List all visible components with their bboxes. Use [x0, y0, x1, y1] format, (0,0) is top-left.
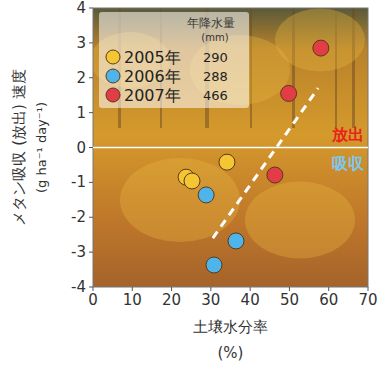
y-tick-label: -1: [71, 173, 86, 191]
annotation: 放出: [331, 125, 364, 144]
forest: [93, 8, 365, 259]
y-tick-label: 2: [76, 69, 86, 87]
y-tick: [89, 42, 93, 43]
foliage: [275, 9, 365, 72]
frame: [93, 8, 368, 287]
legend-marker: [106, 88, 120, 102]
y-tick-label: 0: [76, 139, 86, 157]
x-tick-label: 60: [319, 291, 338, 309]
y-tick: [89, 112, 93, 113]
foliage: [245, 182, 355, 259]
x-tick-label: 50: [280, 291, 299, 309]
point: [313, 40, 329, 56]
zero-line: [93, 147, 368, 149]
y-tick: [89, 287, 93, 288]
y-tick-label: 1: [76, 104, 86, 122]
legend-label: 2005年: [124, 48, 181, 67]
y-tick: [89, 8, 93, 9]
y-tick: [89, 147, 93, 148]
y-label-unit: (g ha⁻¹ day⁻¹): [34, 102, 49, 193]
x-tick-label: 10: [123, 291, 142, 309]
legend-value: 466: [203, 88, 228, 103]
x-tick-label: 20: [162, 291, 181, 309]
y-tick-label: 3: [76, 34, 86, 52]
point: [267, 167, 283, 183]
y-label: メタン吸収 (放出) 速度: [10, 69, 28, 225]
point: [198, 187, 214, 203]
legend-unit: (mm): [201, 32, 228, 43]
chart: 0 10 20 30 40 50 60 70 -4 -3 -2 -1 0 1 2 3 4 メタン吸収 (放出) 速…: [0, 0, 380, 376]
legend-value: 288: [203, 69, 228, 84]
point: [184, 173, 200, 189]
y-tick-label: -2: [71, 208, 86, 226]
legend-marker: [106, 50, 120, 64]
trend-line: [213, 88, 318, 238]
x-tick-label: 40: [241, 291, 260, 309]
y-tick-label: -4: [71, 278, 86, 296]
y-tick: [89, 182, 93, 183]
point: [281, 85, 297, 101]
legend-value: 290: [203, 50, 228, 65]
y-tick: [89, 77, 93, 78]
x-label-unit: (%): [218, 344, 244, 362]
y-tick: [89, 252, 93, 253]
legend-label: 2006年: [124, 67, 181, 86]
y-tick-label: 4: [76, 0, 86, 17]
legend-label: 2007年: [124, 86, 181, 105]
x-label: 土壌水分率: [193, 318, 268, 336]
legend-title: 年降水量: [187, 16, 235, 30]
background: [93, 8, 368, 287]
point: [219, 154, 235, 170]
legend-box: [99, 12, 249, 108]
x-tick-label: 30: [201, 291, 220, 309]
annotation: 吸収: [332, 154, 365, 173]
legend: 年降水量 (mm) 2005年 290 2006年 288 2007年 466: [99, 12, 249, 108]
x-tick-label: 0: [88, 291, 98, 309]
x-tick-label: 70: [358, 291, 377, 309]
point: [228, 233, 244, 249]
foliage: [120, 158, 240, 242]
point: [206, 257, 222, 273]
y-tick: [89, 217, 93, 218]
legend-marker: [106, 69, 120, 83]
y-tick-label: -3: [71, 243, 86, 261]
